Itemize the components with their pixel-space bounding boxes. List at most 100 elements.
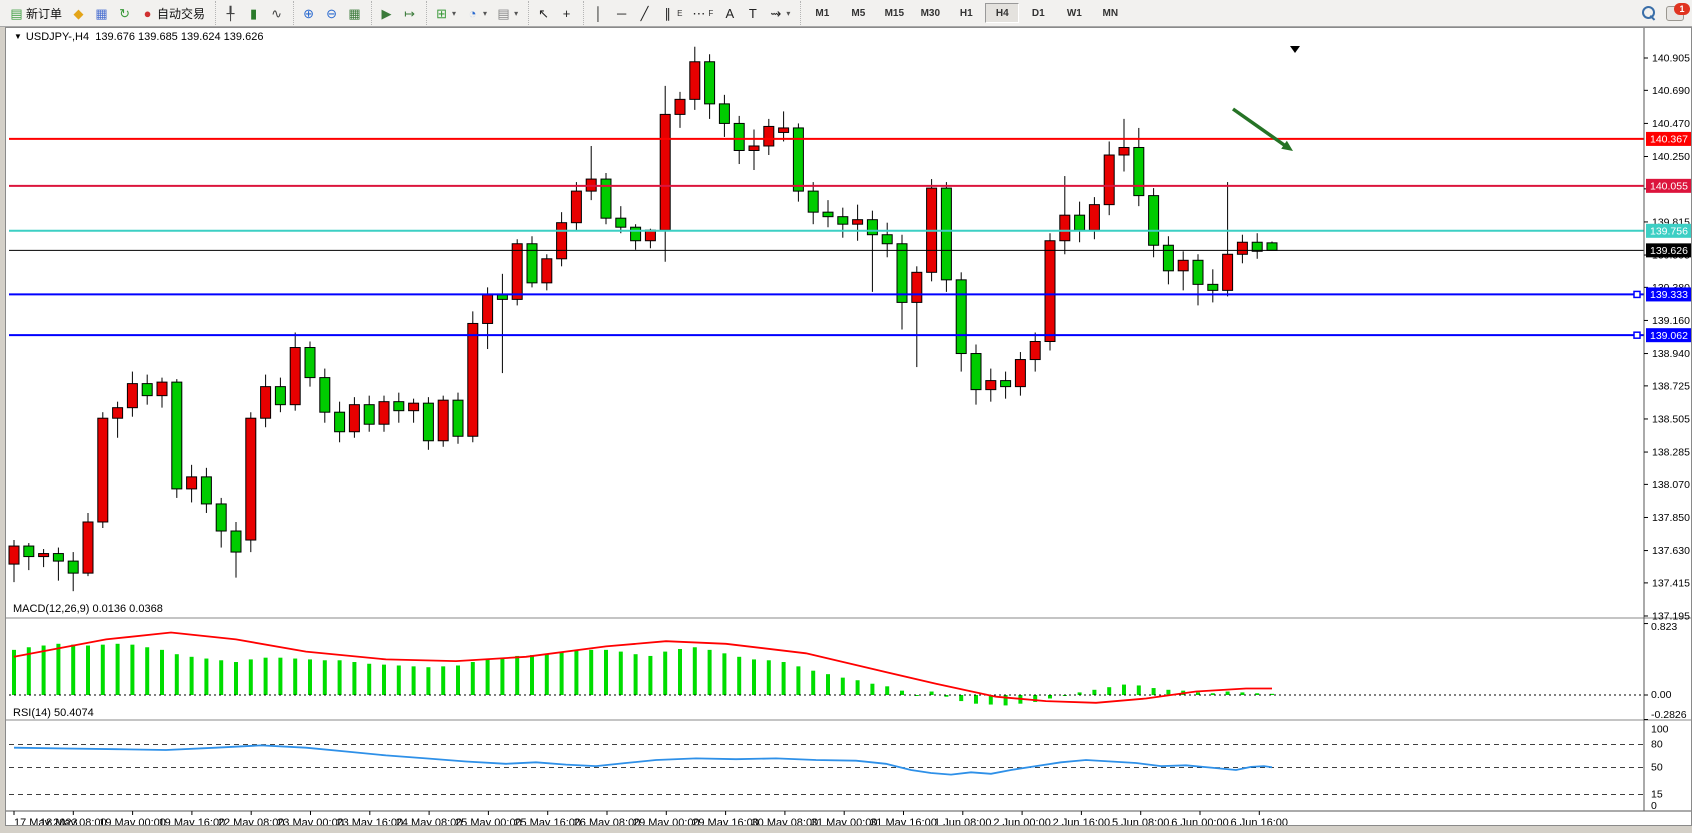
rsi-pane [9,744,1644,795]
macd-histogram-bar [692,647,697,695]
profile-button[interactable]: ▦ [90,2,113,24]
line-handle[interactable] [1633,290,1641,299]
macd-histogram-bar [56,643,61,695]
zoom-in-button[interactable]: ⊕ [297,2,320,24]
macd-histogram-bar [411,666,416,695]
candle-body [1133,146,1145,197]
candle-body [1236,241,1248,255]
candle-body [1222,253,1234,291]
rsi-axis-label: 0 [1651,800,1657,812]
macd-histogram-bar [944,695,949,697]
toolbar-right: 1 [1642,0,1690,26]
timeframe-mn[interactable]: MN [1102,7,1119,19]
macd-histogram-bar [189,656,194,695]
macd-histogram-bar [1033,695,1038,702]
candle-body [911,271,923,303]
macd-histogram-bar [248,659,253,695]
timeframe-m5[interactable]: M5 [851,7,866,19]
candle-body [422,402,434,442]
time-tick-label: 17 May 2023 [14,817,78,825]
chart-shift-button[interactable]: ↦ [398,2,421,24]
candle-body [689,61,701,100]
line-handle[interactable] [1633,331,1641,339]
candle-body [1059,214,1071,242]
autotrading-button[interactable]: ● 自动交易 [136,2,210,24]
macd-histogram-bar [885,686,890,695]
timeframe-h4[interactable]: H4 [985,3,1020,23]
line-chart-button[interactable]: ∿ [265,2,288,24]
new-order-button[interactable]: ▤ 新订单 [5,2,67,24]
metaeditor-button[interactable]: ◆ [67,2,90,24]
candle-body [718,103,730,124]
navigator-button[interactable]: ↻ [113,2,136,24]
candle-body [792,127,804,192]
candle-body [334,411,346,433]
time-tick-label: 26 May 08:00 [574,817,641,825]
fibonacci-button[interactable]: ⋯ F [687,2,718,24]
periods-dropdown-icon[interactable]: ▾ [483,8,488,18]
macd-histogram-bar [1151,688,1156,695]
bar-chart-button[interactable]: ╀ [219,2,242,24]
periods-icon: ◔ [468,5,477,21]
price-tick-label: 138.940 [1652,348,1690,360]
search-icon[interactable] [1642,6,1656,21]
macd-histogram-bar [574,650,579,695]
timeframe-m15[interactable]: M15 [884,7,905,19]
chart-window: 140.905140.690140.470140.250140.035139.8… [5,27,1692,826]
price-axis[interactable]: 140.905140.690140.470140.250140.035139.8… [1643,28,1691,812]
macd-histogram-bar [308,659,312,695]
label-button[interactable]: T [741,2,764,24]
price-tick-label: 140.470 [1652,118,1690,130]
macd-histogram-bar [648,655,653,695]
crosshair-button[interactable]: + [555,2,578,24]
main-toolbar: ▤ 新订单 ◆ ▦ ↻ ● 自动交易 ╀ ▮ ∿ ⊕ ⊖ ▦ ▶ ↦ ⊞ ▾ ◔ ▾ ▤ ▾ ↖ + │ ─ ╱ ∥ E ⋯ F A T ⇝ ▾ M… [0,0,1692,27]
templates-dropdown-icon[interactable]: ▾ [514,8,519,18]
text-button[interactable]: A [718,2,741,24]
arrows-icon: ⇝ [770,5,782,21]
timeframe-h1[interactable]: H1 [959,7,973,19]
candle-body [467,322,479,437]
vline-button[interactable]: │ [587,2,610,24]
chart-canvas[interactable]: 140.905140.690140.470140.250140.035139.8… [6,28,1691,825]
templates-button[interactable]: ▤ ▾ [492,2,523,24]
macd-axis-label: 0.00 [1651,689,1672,701]
channel-button[interactable]: ∥ E [656,2,687,24]
zoom-in-icon: ⊕ [303,5,314,21]
chart-shift-marker-icon[interactable] [1290,46,1300,53]
trendline-button[interactable]: ╱ [633,2,656,24]
macd-histogram-bar [870,683,875,695]
candle-body [1118,146,1130,156]
macd-histogram-bar [367,663,372,695]
vline-icon: │ [594,5,603,21]
crosshair-icon: + [562,5,571,21]
autotrading-label: 自动交易 [157,6,206,21]
timeframe-m30[interactable]: M30 [920,7,941,19]
macd-histogram-bar [855,680,860,695]
timeframe-m1[interactable]: M1 [815,7,830,19]
candle-body [940,187,952,281]
periods-button[interactable]: ◔ ▾ [461,2,492,24]
tile-windows-icon: ▦ [348,5,361,21]
auto-scroll-button[interactable]: ▶ [375,2,398,24]
candle-body [1148,195,1160,246]
arrows-dropdown-icon[interactable]: ▾ [786,8,791,18]
indicators-dropdown-icon[interactable]: ▾ [452,8,457,18]
zoom-out-button[interactable]: ⊖ [320,2,343,24]
candle-body [866,219,878,236]
candle-body [1266,242,1278,251]
indicators-button[interactable]: ⊞ ▾ [430,2,461,24]
tile-windows-button[interactable]: ▦ [343,2,366,24]
candle-body [437,399,449,442]
arrows-button[interactable]: ⇝ ▾ [764,2,795,24]
notifications-icon[interactable]: 1 [1666,2,1690,21]
hline-button[interactable]: ─ [610,2,633,24]
timeframe-w1[interactable]: W1 [1066,7,1082,19]
indicators-icon: ⊞ [436,5,447,21]
macd-histogram-bar [737,656,742,695]
candle-body [733,122,745,151]
timeframe-d1[interactable]: D1 [1031,7,1045,19]
candlestick-chart-button[interactable]: ▮ [242,2,265,24]
cursor-button[interactable]: ↖ [532,2,555,24]
arrow-annotation[interactable] [1231,107,1293,151]
